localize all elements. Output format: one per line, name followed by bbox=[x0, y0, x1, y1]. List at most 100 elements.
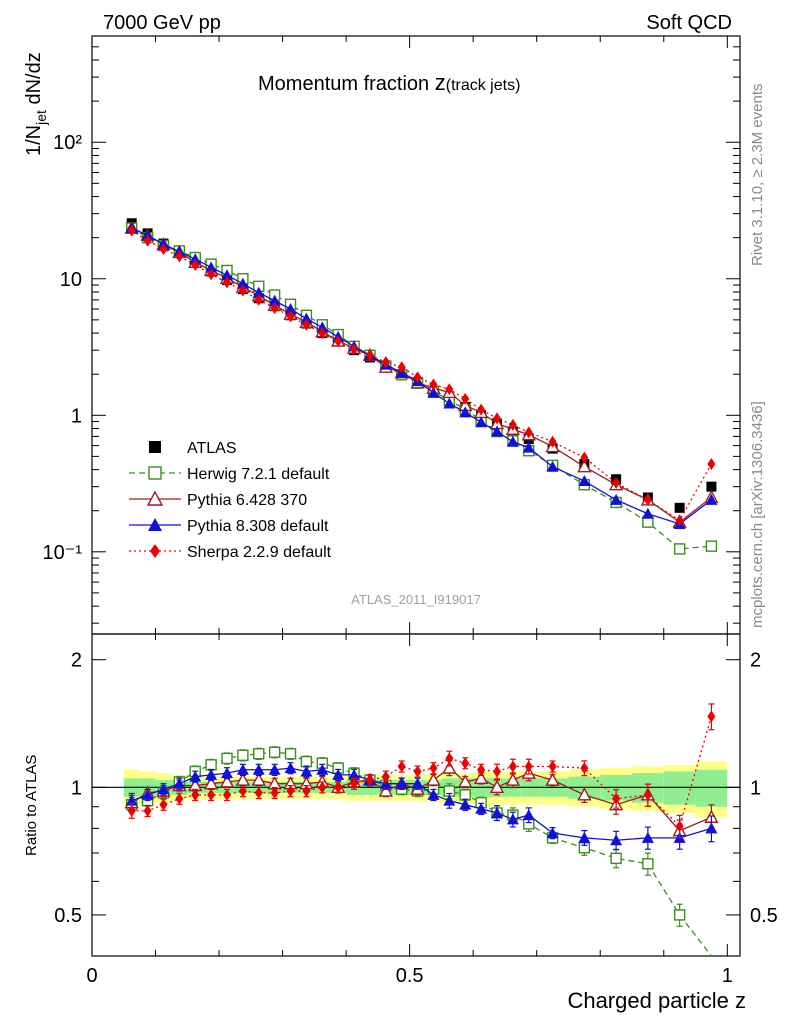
legend-marker-herwig-7-2-1-default bbox=[148, 466, 162, 480]
ratio-series-layer bbox=[124, 703, 719, 957]
y-tick-label-ratio: 2 bbox=[71, 650, 82, 672]
pythia-8-308-default-point bbox=[221, 269, 233, 281]
sherpa-2-2-9-default-point bbox=[302, 318, 311, 331]
legend-label-atlas: ATLAS bbox=[187, 440, 237, 457]
pythia-8-308-default-point bbox=[491, 425, 503, 437]
pythia-8-308-default-point bbox=[506, 435, 519, 447]
pythia-8-308-default-point bbox=[252, 286, 265, 298]
sherpa-2-2-9-default-ratio-point bbox=[429, 762, 438, 775]
pythia-8-308-default-ratio-point bbox=[491, 806, 503, 818]
sherpa-2-2-9-default-point bbox=[223, 276, 231, 289]
pythia-8-308-default-ratio-point bbox=[546, 827, 559, 839]
pythia-6-428-370-point bbox=[577, 459, 592, 473]
sherpa-2-2-9-default-ratio-point bbox=[318, 781, 327, 794]
sherpa-2-2-9-default-point bbox=[612, 476, 621, 489]
pythia-8-308-default-ratio-point bbox=[252, 763, 265, 775]
sherpa-2-2-9-default-point bbox=[238, 284, 247, 297]
pythia-6-428-370-ratio-point bbox=[442, 760, 457, 774]
herwig-7-2-1-default-point bbox=[705, 540, 718, 552]
pythia-6-428-370-ratio-point bbox=[219, 774, 235, 788]
pythia-8-308-default-point bbox=[189, 253, 202, 265]
y-tick-label-main: 10⁻¹ bbox=[43, 542, 83, 564]
sherpa-2-2-9-default-ratio-point bbox=[675, 820, 684, 833]
sherpa-2-2-9-default-point bbox=[207, 268, 216, 281]
pythia-6-428-370-ratio-point bbox=[545, 772, 560, 786]
sherpa-2-2-9-default-ratio-point bbox=[350, 777, 359, 790]
y-tick-label-main: 10 bbox=[60, 269, 82, 291]
legend-marker-atlas bbox=[149, 441, 161, 453]
sherpa-2-2-9-default-ratio-point bbox=[413, 765, 422, 778]
pythia-8-308-default-point bbox=[578, 475, 591, 487]
x-tick-label: 1 bbox=[722, 965, 733, 987]
sherpa-2-2-9-default-ratio-point bbox=[612, 792, 621, 805]
x-tick-label: 0.5 bbox=[396, 965, 424, 987]
sherpa-2-2-9-default-point bbox=[445, 383, 454, 396]
category-label: Soft QCD bbox=[646, 12, 732, 34]
sherpa-2-2-9-default-ratio-point bbox=[477, 763, 486, 776]
pythia-8-308-default-point bbox=[705, 493, 718, 505]
atlas-point bbox=[706, 481, 717, 492]
pythia-8-308-default-ratio-point bbox=[157, 783, 170, 795]
band-inner bbox=[695, 769, 728, 807]
mcplots-label: mcplots.cern.ch [arXiv:1306.3436] bbox=[749, 401, 766, 628]
pythia-8-308-default-point bbox=[236, 277, 249, 289]
pythia-8-308-default-point bbox=[316, 321, 329, 333]
x-axis-label: Charged particle z bbox=[567, 988, 746, 1013]
pythia-8-308-default-point bbox=[205, 261, 218, 273]
sherpa-2-2-9-default-point bbox=[429, 378, 438, 391]
sherpa-2-2-9-default-point bbox=[175, 250, 184, 263]
pythia-8-308-default-ratio-point bbox=[395, 777, 408, 789]
axes: 0 0.5 1 10⁻¹ 1 10 10² 0.5 0.5 1 1 2 2 bbox=[43, 35, 778, 987]
sherpa-2-2-9-default-point bbox=[270, 302, 279, 315]
rivet-version-label: Rivet 3.1.10, ≥ 2.3M events bbox=[749, 84, 766, 267]
sherpa-2-2-9-default-ratio-point bbox=[524, 760, 533, 773]
pythia-8-308-default-ratio-point bbox=[427, 788, 440, 800]
sherpa-2-2-9-default-ratio-point bbox=[127, 804, 136, 817]
sherpa-2-2-9-default-ratio-point bbox=[238, 785, 247, 798]
sherpa-2-2-9-default-ratio-point bbox=[143, 804, 152, 817]
sherpa-2-2-9-default-ratio-point bbox=[461, 757, 470, 770]
legend: ATLAS Herwig 7.2.1 default Pythia 6.428 37… bbox=[129, 440, 332, 561]
energy-label: 7000 GeV pp bbox=[103, 12, 221, 34]
sherpa-2-2-9-default-ratio-point bbox=[175, 792, 184, 805]
pythia-8-308-default-point bbox=[459, 406, 472, 418]
legend-label-pythia-6-428-370: Pythia 6.428 370 bbox=[187, 492, 307, 509]
y-axis-label-main: 1/Njet dN/dz bbox=[23, 52, 49, 156]
pythia-8-308-default-ratio-point bbox=[173, 777, 186, 789]
sherpa-2-2-9-default-ratio-point bbox=[286, 785, 295, 798]
sherpa-2-2-9-default-ratio-point bbox=[397, 760, 406, 773]
legend-label-sherpa-2-2-9-default: Sherpa 2.2.9 default bbox=[187, 544, 332, 561]
pythia-8-308-default-point bbox=[284, 303, 297, 315]
y-axis-label-ratio: Ratio to ATLAS bbox=[23, 755, 40, 856]
sherpa-2-2-9-default-ratio-point bbox=[159, 798, 168, 811]
herwig-7-2-1-default-ratio-point bbox=[284, 748, 297, 760]
sherpa-2-2-9-default-ratio-point bbox=[270, 786, 279, 799]
pythia-8-308-default-point bbox=[546, 460, 559, 472]
chart-title-main: Momentum fraction bbox=[258, 73, 435, 95]
sherpa-2-2-9-default-ratio-point bbox=[302, 785, 311, 798]
sherpa-2-2-9-default-point bbox=[477, 403, 486, 416]
pythia-8-308-default-ratio-point bbox=[332, 768, 345, 780]
chart-title: Momentum fraction z(track jets) bbox=[258, 70, 520, 95]
pythia-8-308-default-ratio-point bbox=[316, 763, 329, 775]
pythia-8-308-default-ratio-point bbox=[189, 770, 202, 782]
pythia-8-308-default-point bbox=[427, 386, 440, 398]
pythia-6-428-370-ratio-point bbox=[426, 772, 441, 786]
herwig-7-2-1-default-ratio-point bbox=[237, 749, 249, 762]
pythia-8-308-default-ratio-point bbox=[348, 768, 361, 780]
herwig-7-2-1-default-ratio-point bbox=[221, 752, 233, 765]
y-tick-label-ratio-right: 1 bbox=[750, 777, 761, 799]
sherpa-2-2-9-default-point bbox=[643, 493, 652, 506]
herwig-7-2-1-default-ratio-point bbox=[300, 755, 313, 768]
sherpa-2-2-9-default-point bbox=[413, 371, 422, 384]
pythia-6-428-370-ratio-point bbox=[251, 772, 266, 786]
pythia-8-308-default-ratio-point bbox=[221, 767, 233, 779]
pythia-8-308-default-ratio-point bbox=[411, 777, 424, 789]
pythia-6-428-370-ratio-point bbox=[505, 772, 521, 786]
pythia-6-428-370-ratio-point bbox=[577, 787, 592, 801]
sherpa-2-2-9-default-point bbox=[707, 457, 716, 470]
legend-marker-pythia-8-308-default bbox=[148, 518, 162, 531]
pythia-8-308-default-ratio-point bbox=[236, 763, 249, 775]
herwig-7-2-1-default-ratio-point bbox=[205, 759, 217, 771]
herwig-7-2-1-default-ratio-point bbox=[610, 852, 622, 865]
